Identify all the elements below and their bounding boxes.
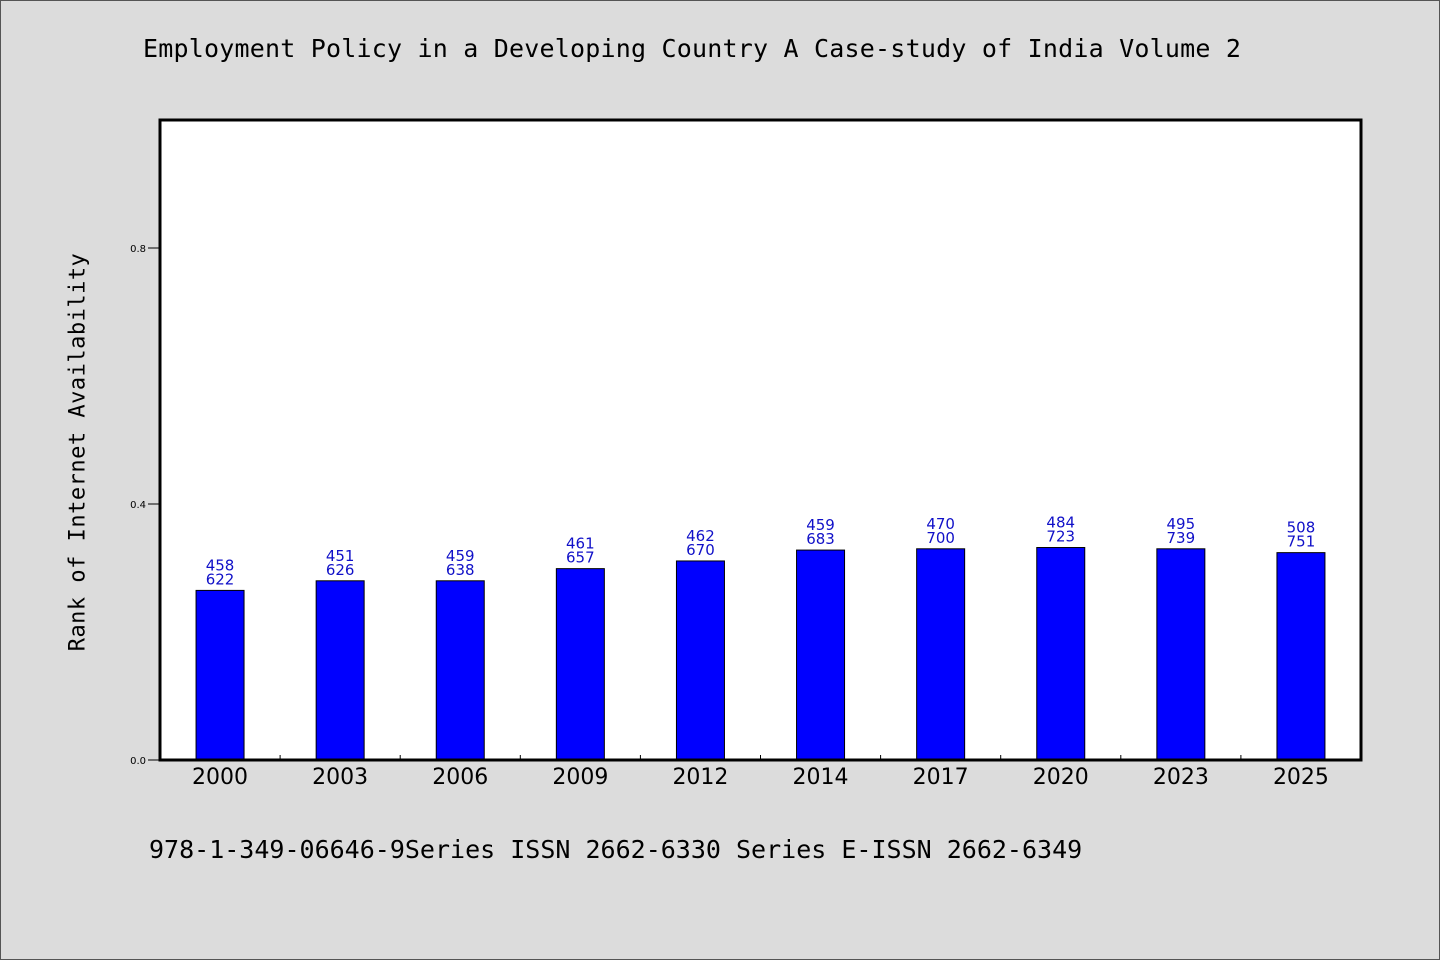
data-label-top: 459 [806, 516, 835, 534]
bar-2006 [435, 580, 485, 761]
bar-2012 [675, 560, 725, 761]
bar-2009 [555, 568, 605, 761]
data-label-bottom: 657 [566, 549, 595, 567]
bar-2025 [1276, 552, 1326, 761]
data-label-bottom: 683 [806, 530, 835, 548]
data-label-bottom: 723 [1046, 528, 1075, 546]
bar-2020 [1036, 547, 1086, 761]
bar-2000 [195, 589, 245, 761]
x-tick-label: 2023 [1153, 765, 1209, 790]
data-label-top: 459 [446, 547, 475, 565]
plot-border [158, 118, 1363, 762]
x-tick-label: 2000 [192, 765, 248, 790]
data-label-top: 484 [1046, 514, 1075, 532]
data-label-top: 451 [326, 547, 355, 565]
x-tick-label: 2006 [432, 765, 488, 790]
bar-2017 [916, 548, 966, 761]
y-tick-label: 0.0 [130, 756, 146, 767]
x-tick-label: 2009 [552, 765, 608, 790]
data-label-top: 508 [1287, 519, 1316, 537]
bar-2023 [1156, 548, 1206, 761]
footer-isbn-text: 978-1-349-06646-9Series ISSN 2662-6330 S… [149, 835, 1083, 864]
x-tick-label: 2025 [1273, 765, 1329, 790]
bars-group [195, 547, 1326, 761]
x-tick-label: 2017 [913, 765, 969, 790]
data-label-bottom: 751 [1287, 533, 1316, 551]
x-tick-label: 2020 [1033, 765, 1089, 790]
data-labels-group: 4586224516264596384616574626704596834707… [206, 514, 1316, 589]
data-label-bottom: 700 [926, 529, 955, 547]
data-label-top: 458 [206, 556, 235, 574]
data-label-bottom: 739 [1167, 529, 1196, 547]
data-label-bottom: 626 [326, 561, 355, 579]
x-tick-label: 2003 [312, 765, 368, 790]
x-tick-label: 2012 [672, 765, 728, 790]
bar-2014 [796, 549, 846, 761]
y-tick-label: 0.8 [130, 244, 146, 255]
y-tick-label: 0.4 [130, 500, 146, 511]
chart-title: Employment Policy in a Developing Countr… [143, 34, 1242, 63]
data-label-top: 470 [926, 515, 955, 533]
data-label-top: 495 [1167, 515, 1196, 533]
data-label-top: 461 [566, 535, 595, 553]
data-label-top: 462 [686, 527, 715, 545]
ticks-group: 0.0 0.4 0.8 2000 2003 2006 2009 2012 2014 2017 202… [130, 244, 1329, 790]
data-label-bottom: 622 [206, 570, 235, 588]
data-label-bottom: 638 [446, 561, 475, 579]
data-label-bottom: 670 [686, 541, 715, 559]
x-tick-label: 2014 [793, 765, 849, 790]
bar-2003 [315, 580, 365, 761]
